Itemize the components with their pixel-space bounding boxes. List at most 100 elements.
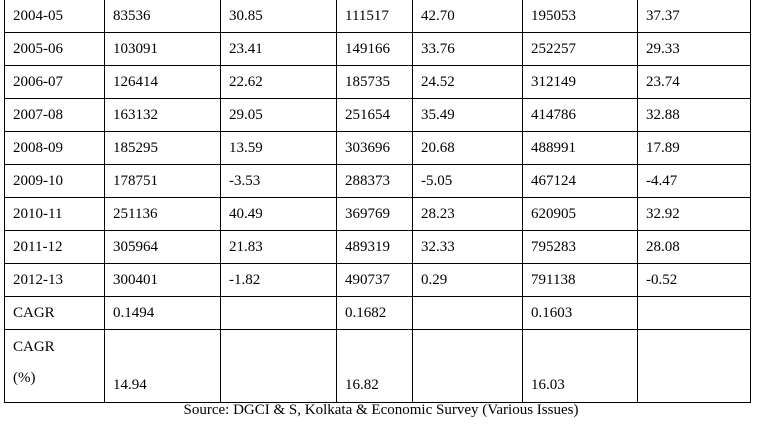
row-label-cell: CAGR (%) [4, 329, 105, 403]
row-label-cell: 2012-13 [4, 263, 105, 297]
table-cell: 488991 [522, 131, 638, 165]
table-cell: 149166 [336, 32, 413, 66]
table-cell: 305964 [104, 230, 221, 264]
table-row: 2004-05 83536 30.85 111517 42.70 195053 37.37 [4, 0, 751, 33]
row-label: CAGR [13, 305, 55, 321]
row-label: (%) [13, 370, 36, 386]
table-cell: 23.74 [637, 65, 751, 99]
table-cell: 369769 [336, 197, 413, 231]
table-cell: 28.08 [637, 230, 751, 264]
table-cell: 13.59 [220, 131, 337, 165]
row-label: 2011-12 [13, 239, 63, 255]
row-label: 2007-08 [13, 107, 63, 123]
table-cell [220, 296, 337, 330]
table-cell: 490737 [336, 263, 413, 297]
table-cell: 195053 [522, 0, 638, 33]
table-cell: 251136 [104, 197, 221, 231]
table-cell: 24.52 [412, 65, 523, 99]
source-note: Source: DGCI & S, Kolkata & Economic Sur… [183, 402, 579, 418]
row-label-cell: 2010-11 [4, 197, 105, 231]
row-label-cell: CAGR [4, 296, 105, 330]
table-row: 2012-13 300401 -1.82 490737 0.29 791138 -0.52 [4, 263, 751, 297]
table-cell: 16.82 [336, 329, 413, 403]
table-cell: -0.52 [637, 263, 751, 297]
table-cell: 40.49 [220, 197, 337, 231]
table-cell: -4.47 [637, 164, 751, 198]
table-cell: 32.88 [637, 98, 751, 132]
table-cell: 0.1682 [336, 296, 413, 330]
table-cell: 312149 [522, 65, 638, 99]
table-cell: 23.41 [220, 32, 337, 66]
table-cell: 14.94 [104, 329, 221, 403]
table-cell [412, 296, 523, 330]
table-cell: 103091 [104, 32, 221, 66]
table-cell: -5.05 [412, 164, 523, 198]
table-cell: 29.33 [637, 32, 751, 66]
table-cell: 0.29 [412, 263, 523, 297]
table-cell: 30.85 [220, 0, 337, 33]
table-cell: 33.76 [412, 32, 523, 66]
row-label: 2010-11 [13, 206, 63, 222]
row-label: CAGR [13, 339, 55, 355]
table-cell: 303696 [336, 131, 413, 165]
table-cell [637, 329, 751, 403]
row-label-cell: 2006-07 [4, 65, 105, 99]
table-cell: 32.33 [412, 230, 523, 264]
table-cell [637, 296, 751, 330]
table-cell: 185295 [104, 131, 221, 165]
table-cell: -3.53 [220, 164, 337, 198]
table-row: CAGR (%) 14.94 16.82 16.03 [4, 329, 751, 403]
row-label: 2012-13 [13, 272, 63, 288]
table-row: 2011-12 305964 21.83 489319 32.33 795283 28.08 [4, 230, 751, 264]
table-cell: 163132 [104, 98, 221, 132]
table-cell: -1.82 [220, 263, 337, 297]
row-label-cell: 2004-05 [4, 0, 105, 33]
row-label: 2009-10 [13, 173, 63, 189]
table-cell: 17.89 [637, 131, 751, 165]
table-cell: 252257 [522, 32, 638, 66]
row-label: 2008-09 [13, 140, 63, 156]
row-label: 2006-07 [13, 74, 63, 90]
table-cell: 126414 [104, 65, 221, 99]
table-cell: 467124 [522, 164, 638, 198]
table-cell: 83536 [104, 0, 221, 33]
table-row: 2009-10 178751 -3.53 288373 -5.05 467124 -4.47 [4, 164, 751, 198]
table-cell: 795283 [522, 230, 638, 264]
table-cell: 42.70 [412, 0, 523, 33]
table-cell [220, 329, 337, 403]
table-cell: 37.37 [637, 0, 751, 33]
table-cell [412, 329, 523, 403]
table-cell: 185735 [336, 65, 413, 99]
table-cell: 251654 [336, 98, 413, 132]
table-cell: 35.49 [412, 98, 523, 132]
table-row: CAGR 0.1494 0.1682 0.1603 [4, 296, 751, 330]
row-label: 2005-06 [13, 41, 63, 57]
table-row: 2006-07 126414 22.62 185735 24.52 312149 23.74 [4, 65, 751, 99]
row-label-cell: 2011-12 [4, 230, 105, 264]
table-cell: 489319 [336, 230, 413, 264]
table-cell: 791138 [522, 263, 638, 297]
table-row: 2008-09 185295 13.59 303696 20.68 488991 17.89 [4, 131, 751, 165]
table-cell: 32.92 [637, 197, 751, 231]
table-cell: 16.03 [522, 329, 638, 403]
table-row: 2007-08 163132 29.05 251654 35.49 414786 32.88 [4, 98, 751, 132]
row-label-cell: 2007-08 [4, 98, 105, 132]
table-cell: 300401 [104, 263, 221, 297]
data-table: 2004-05 83536 30.85 111517 42.70 195053 37.37 2… [4, 0, 751, 403]
table-cell: 0.1494 [104, 296, 221, 330]
table-cell: 0.1603 [522, 296, 638, 330]
table-cell: 22.62 [220, 65, 337, 99]
row-label: 2004-05 [13, 8, 63, 24]
table-cell: 29.05 [220, 98, 337, 132]
table-row: 2005-06 103091 23.41 149166 33.76 252257 29.33 [4, 32, 751, 66]
table-cell: 288373 [336, 164, 413, 198]
table-cell: 111517 [336, 0, 413, 33]
row-label-cell: 2008-09 [4, 131, 105, 165]
table-cell: 620905 [522, 197, 638, 231]
table-cell: 21.83 [220, 230, 337, 264]
row-label-cell: 2005-06 [4, 32, 105, 66]
table-cell: 178751 [104, 164, 221, 198]
table-cell: 28.23 [412, 197, 523, 231]
table-cell: 414786 [522, 98, 638, 132]
